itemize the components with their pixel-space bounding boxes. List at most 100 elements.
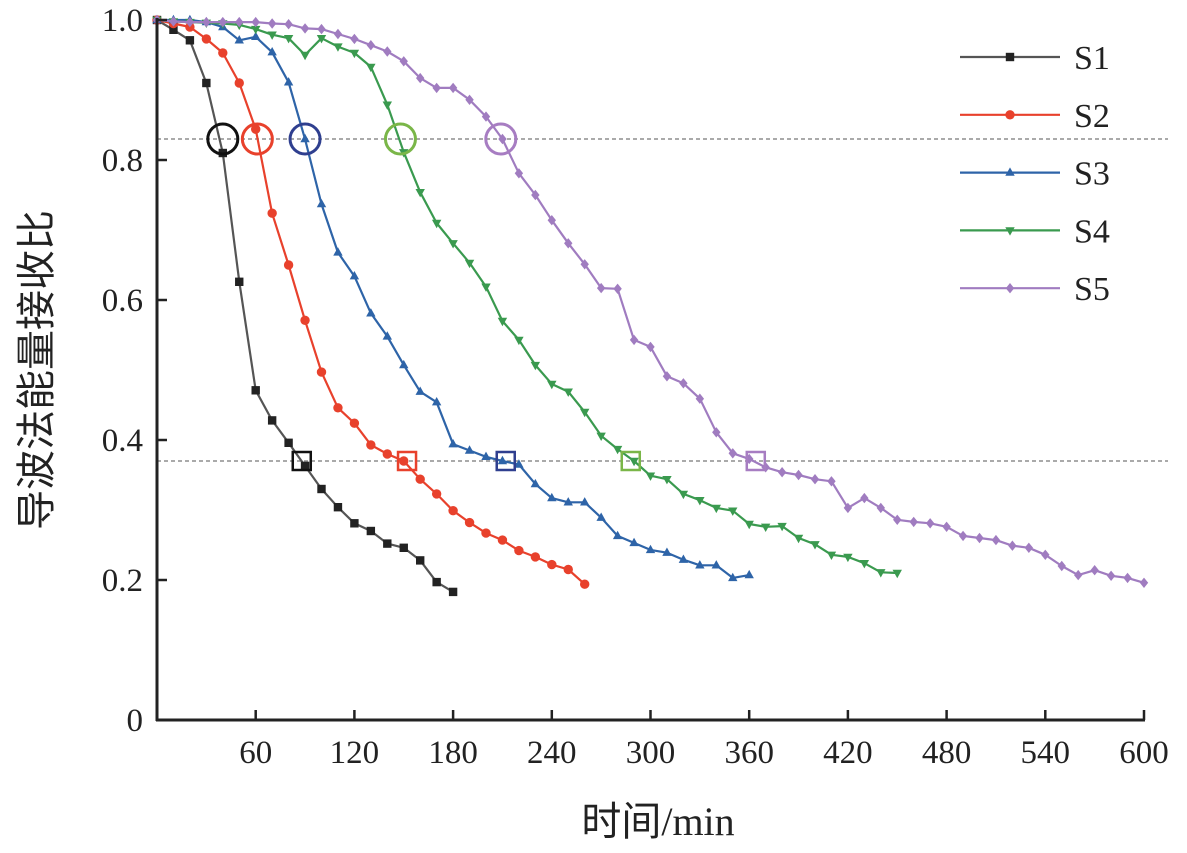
data-point (431, 397, 442, 406)
data-point (316, 367, 327, 377)
data-point (564, 238, 573, 249)
data-point (382, 331, 392, 340)
data-point (283, 77, 294, 86)
data-point (596, 282, 606, 294)
data-point (711, 560, 721, 569)
data-point (530, 478, 541, 488)
series-s5 (152, 14, 1149, 588)
highlight-circle (240, 122, 274, 156)
data-point (629, 457, 639, 467)
data-point (843, 553, 853, 563)
highlight-square (495, 450, 516, 472)
data-point (350, 33, 359, 45)
series-s1 (152, 15, 458, 597)
data-point (300, 133, 310, 143)
series-line (156, 18, 898, 575)
data-point (448, 439, 458, 448)
data-point (448, 240, 458, 249)
data-point (860, 492, 869, 504)
data-point (596, 432, 606, 441)
data-point (563, 564, 573, 575)
data-point (432, 577, 441, 587)
data-point (793, 534, 804, 544)
series-s4 (152, 16, 902, 579)
data-point (876, 502, 885, 514)
y-tick-label: 0.4 (102, 423, 143, 459)
data-point (235, 16, 244, 28)
data-point (530, 361, 541, 371)
data-point (942, 521, 951, 532)
data-point (728, 448, 737, 459)
data-point (547, 380, 557, 390)
x-tick-label: 600 (1119, 735, 1169, 771)
data-point (251, 386, 260, 395)
data-point (613, 283, 622, 294)
x-tick-label: 540 (1021, 735, 1071, 771)
legend-label: S3 (1074, 156, 1110, 193)
x-tick-label: 180 (428, 735, 478, 771)
data-point (695, 560, 705, 569)
data-point (431, 219, 442, 229)
data-point (465, 94, 474, 105)
data-point (169, 25, 178, 34)
data-point (843, 502, 853, 514)
highlight-circle (383, 122, 417, 156)
data-point (580, 259, 589, 270)
series-group (152, 14, 1149, 597)
data-point (382, 101, 392, 110)
data-point (382, 449, 392, 459)
data-point (1106, 570, 1116, 581)
data-point (300, 23, 310, 34)
data-point (794, 469, 803, 481)
data-point (1074, 569, 1083, 581)
data-point (431, 489, 442, 499)
data-point (745, 453, 754, 465)
data-point (464, 445, 475, 454)
x-tick-label: 420 (823, 735, 873, 771)
data-point (267, 47, 277, 56)
highlight-circle (484, 122, 518, 156)
data-point (892, 569, 902, 579)
data-point (251, 31, 261, 40)
data-point (300, 51, 310, 61)
data-point (1123, 572, 1132, 584)
data-point (629, 537, 639, 547)
data-point (827, 476, 836, 487)
legend-item-s3: S3 (960, 156, 1110, 193)
highlight-square (745, 450, 767, 472)
y-axis-title: 导波法能量接收比 (14, 210, 59, 530)
data-point (629, 334, 639, 346)
data-point (563, 388, 573, 397)
data-point (235, 277, 244, 286)
data-point (416, 556, 425, 565)
data-point (383, 539, 392, 548)
x-axis-title: 时间/min (581, 799, 734, 844)
x-tick-label: 120 (330, 735, 380, 771)
data-point (234, 78, 244, 88)
data-point (333, 43, 343, 52)
data-point (728, 572, 738, 582)
data-point (1057, 560, 1066, 572)
data-point (218, 48, 228, 58)
data-point (464, 259, 475, 269)
data-point (300, 461, 310, 471)
ticks: 60 120 180 240 300 360 420 480 540 600 0 0.2 0.4 0.6 0… (102, 3, 1169, 771)
series-line (156, 18, 586, 586)
data-point (678, 554, 689, 563)
data-point (1090, 565, 1099, 576)
data-point (826, 551, 837, 560)
data-point (316, 198, 327, 208)
data-point (366, 40, 376, 51)
data-point (349, 271, 360, 280)
data-point (497, 535, 508, 545)
legend-item-s4: S4 (960, 213, 1110, 250)
series-s3 (152, 14, 754, 582)
data-point (464, 517, 475, 528)
data-point (645, 472, 656, 481)
y-tick-label: 1.0 (102, 3, 143, 39)
series-line (156, 18, 1145, 584)
y-tick-label: 0.8 (102, 143, 143, 179)
legend: S1 S2 S3 S4 S5 (960, 40, 1110, 308)
series-line (156, 19, 454, 593)
data-point (333, 247, 343, 256)
